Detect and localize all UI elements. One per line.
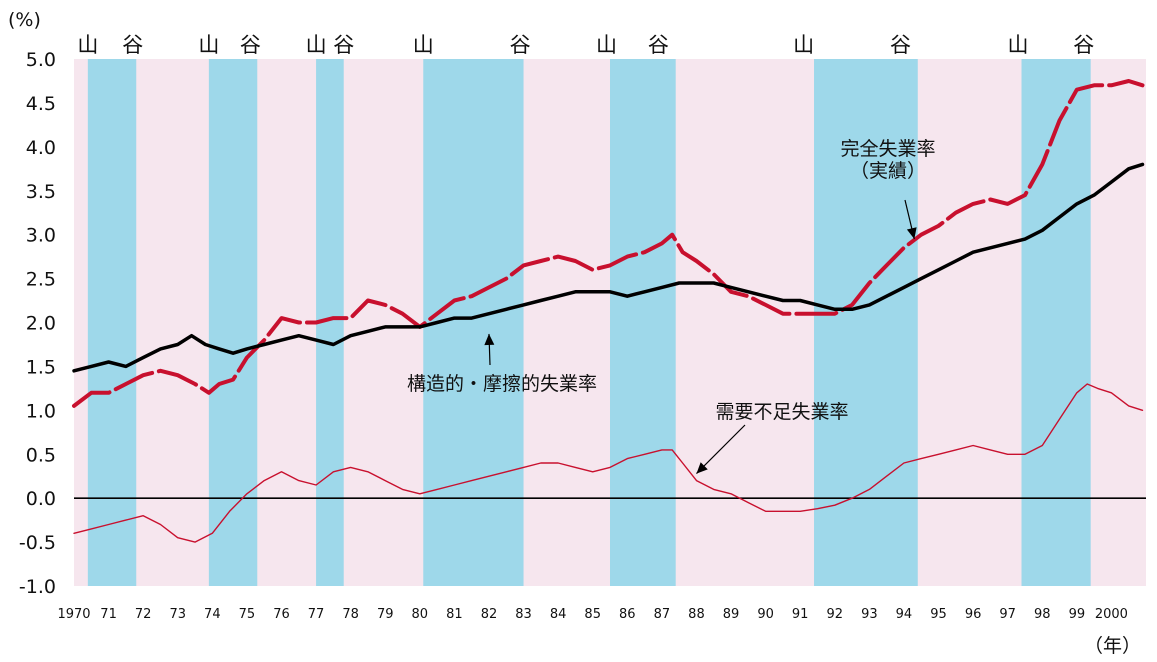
- x-tick-label: 90: [757, 607, 774, 622]
- x-tick-label: 79: [377, 607, 394, 622]
- annotation-label-0: 完全失業率: [840, 138, 935, 160]
- x-tick-label: 85: [584, 607, 601, 622]
- phase-label: 山: [77, 33, 98, 57]
- phase-label: 山: [413, 33, 434, 57]
- y-tick-label: 4.5: [26, 93, 56, 115]
- x-tick-label: 89: [723, 607, 740, 622]
- annotation-label-1: 構造的・摩擦的失業率: [407, 373, 597, 395]
- annotation-arrow-head-0: [906, 227, 917, 240]
- y-tick-label: 3.0: [26, 225, 56, 247]
- x-tick-label: 94: [896, 607, 913, 622]
- x-tick-label: 98: [1034, 607, 1051, 622]
- x-tick-label: 76: [273, 607, 290, 622]
- x-tick-label: 78: [342, 607, 359, 622]
- phase-label: 山: [596, 33, 617, 57]
- x-tick-label: 75: [239, 607, 256, 622]
- phase-label: 谷: [648, 33, 669, 57]
- phase-label: 谷: [122, 33, 143, 57]
- y-tick-label: 1.5: [26, 356, 56, 378]
- phase-label: 谷: [1073, 33, 1094, 57]
- y-tick-label: -1.0: [19, 576, 56, 598]
- x-tick-label: 99: [1069, 607, 1086, 622]
- x-tick-label: 84: [550, 607, 567, 622]
- x-tick-label: 83: [515, 607, 532, 622]
- phase-label: 山: [793, 33, 814, 57]
- x-axis-unit-label: （年）: [1084, 635, 1141, 657]
- series-line-2: [73, 383, 1144, 543]
- recession-band-4: [610, 59, 676, 586]
- y-tick-label: 0.0: [26, 488, 56, 510]
- phase-label: 谷: [240, 33, 261, 57]
- x-tick-label: 72: [135, 607, 152, 622]
- x-tick-label: 95: [930, 607, 947, 622]
- recession-band-6: [1021, 59, 1091, 586]
- series-line-0: [72, 79, 1145, 408]
- annotation-label-2: 需要不足失業率: [715, 401, 848, 423]
- recession-band-0: [87, 59, 137, 586]
- x-tick-label: 74: [204, 607, 221, 622]
- phase-label: 谷: [510, 33, 531, 57]
- annotation-label-0: （実績）: [850, 160, 926, 182]
- annotation-arrows: [484, 199, 917, 474]
- x-tick-label: 91: [792, 607, 809, 622]
- x-tick-label: 2000: [1095, 607, 1128, 622]
- x-tick-label: 80: [412, 607, 429, 622]
- x-tick-label: 77: [308, 607, 325, 622]
- x-tick-label: 92: [827, 607, 844, 622]
- x-tick-label: 97: [999, 607, 1016, 622]
- text-layer: (%) （年） 5.0 4.5 4.0 3.5 3.0 2.5 2.0 1.5 1.0 0.5 0.…: [8, 9, 1141, 657]
- x-tick-label: 1970: [57, 607, 90, 622]
- x-tick-label: 82: [481, 607, 498, 622]
- y-tick-label: 3.5: [26, 181, 56, 203]
- y-tick-label: -0.5: [19, 532, 56, 554]
- phase-label: 山: [306, 33, 327, 57]
- x-tick-label: 73: [169, 607, 186, 622]
- x-tick-label: 86: [619, 607, 636, 622]
- y-tick-label: 1.0: [26, 400, 56, 422]
- y-axis-unit-label: (%): [8, 9, 41, 31]
- annotation-arrow-head-2: [696, 462, 708, 474]
- x-tick-label: 93: [861, 607, 878, 622]
- x-tick-label: 87: [654, 607, 671, 622]
- y-tick-label: 2.5: [26, 269, 56, 291]
- phase-label: 谷: [333, 33, 354, 57]
- y-tick-label: 4.0: [26, 137, 56, 159]
- x-tick-label: 81: [446, 607, 463, 622]
- x-tick-label: 96: [965, 607, 982, 622]
- x-tick-label: 71: [100, 607, 117, 622]
- phase-label: 山: [198, 33, 219, 57]
- annotation-arrow-line-2: [696, 424, 746, 474]
- phase-label: 谷: [890, 33, 911, 57]
- series-line-1: [72, 162, 1145, 373]
- phase-label: 山: [1008, 33, 1029, 57]
- x-tick-label: 88: [688, 607, 705, 622]
- series-layer: [72, 79, 1145, 543]
- y-tick-label: 5.0: [26, 49, 56, 71]
- annotation-arrow-head-1: [484, 333, 495, 346]
- y-tick-label: 0.5: [26, 444, 56, 466]
- y-tick-label: 2.0: [26, 313, 56, 335]
